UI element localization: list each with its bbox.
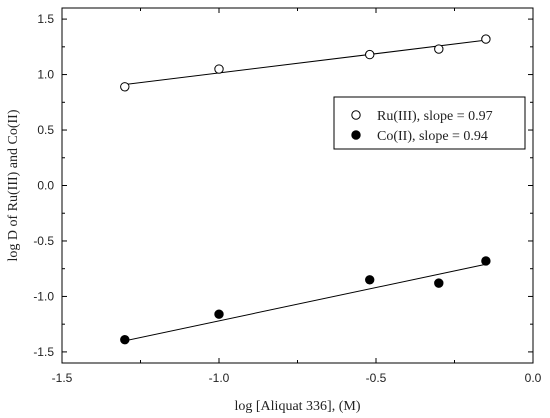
fit-line-2: [124, 263, 487, 342]
legend-marker-2: [351, 130, 361, 140]
data-point-series-2: [365, 275, 375, 285]
data-point-series-2: [434, 278, 444, 288]
data-point-series-2: [481, 256, 491, 266]
ticks-layer: -1.5 -1.0 -0.5 0.0 -1.5 -1.0 -0.5 0.0 0.5 1.0 1.5: [33, 8, 542, 385]
y-tick-label: 1.5: [37, 12, 54, 26]
legend-box: [333, 96, 526, 150]
series-layer: [120, 34, 491, 345]
data-point-series-1: [365, 49, 375, 60]
x-axis-title: log [Aliquat 336], (M): [235, 399, 361, 414]
x-tick-label: -0.5: [366, 371, 387, 385]
data-point-series-1: [214, 64, 224, 74]
plot-frame: [61, 7, 534, 364]
y-tick-label: -1.0: [33, 289, 54, 303]
x-tick-label: -1.0: [209, 371, 230, 385]
x-tick-label: 0.0: [525, 371, 542, 385]
data-point-series-1: [434, 44, 444, 54]
y-tick-label: 0.5: [37, 123, 54, 137]
legend-marker-1: [351, 110, 361, 120]
y-tick-label: -0.5: [33, 234, 54, 248]
y-tick-label: 0.0: [37, 179, 54, 193]
data-point-series-1: [481, 34, 491, 44]
fit-line-1: [124, 39, 486, 86]
data-point-series-1: [120, 82, 130, 92]
x-tick-label: -1.5: [52, 371, 73, 385]
y-tick-label: -1.5: [33, 345, 54, 359]
data-point-series-2: [214, 309, 224, 319]
legend-label-2: Co(II), slope = 0.94: [377, 129, 488, 144]
data-point-series-2: [120, 335, 130, 345]
legend-label-1: Ru(III), slope = 0.97: [377, 109, 493, 124]
y-tick-label: 1.0: [37, 68, 54, 82]
legend: Ru(III), slope = 0.97 Co(II), slope = 0.9…: [333, 96, 526, 150]
y-axis-title: log D of Ru(III) and Co(II): [6, 109, 21, 261]
